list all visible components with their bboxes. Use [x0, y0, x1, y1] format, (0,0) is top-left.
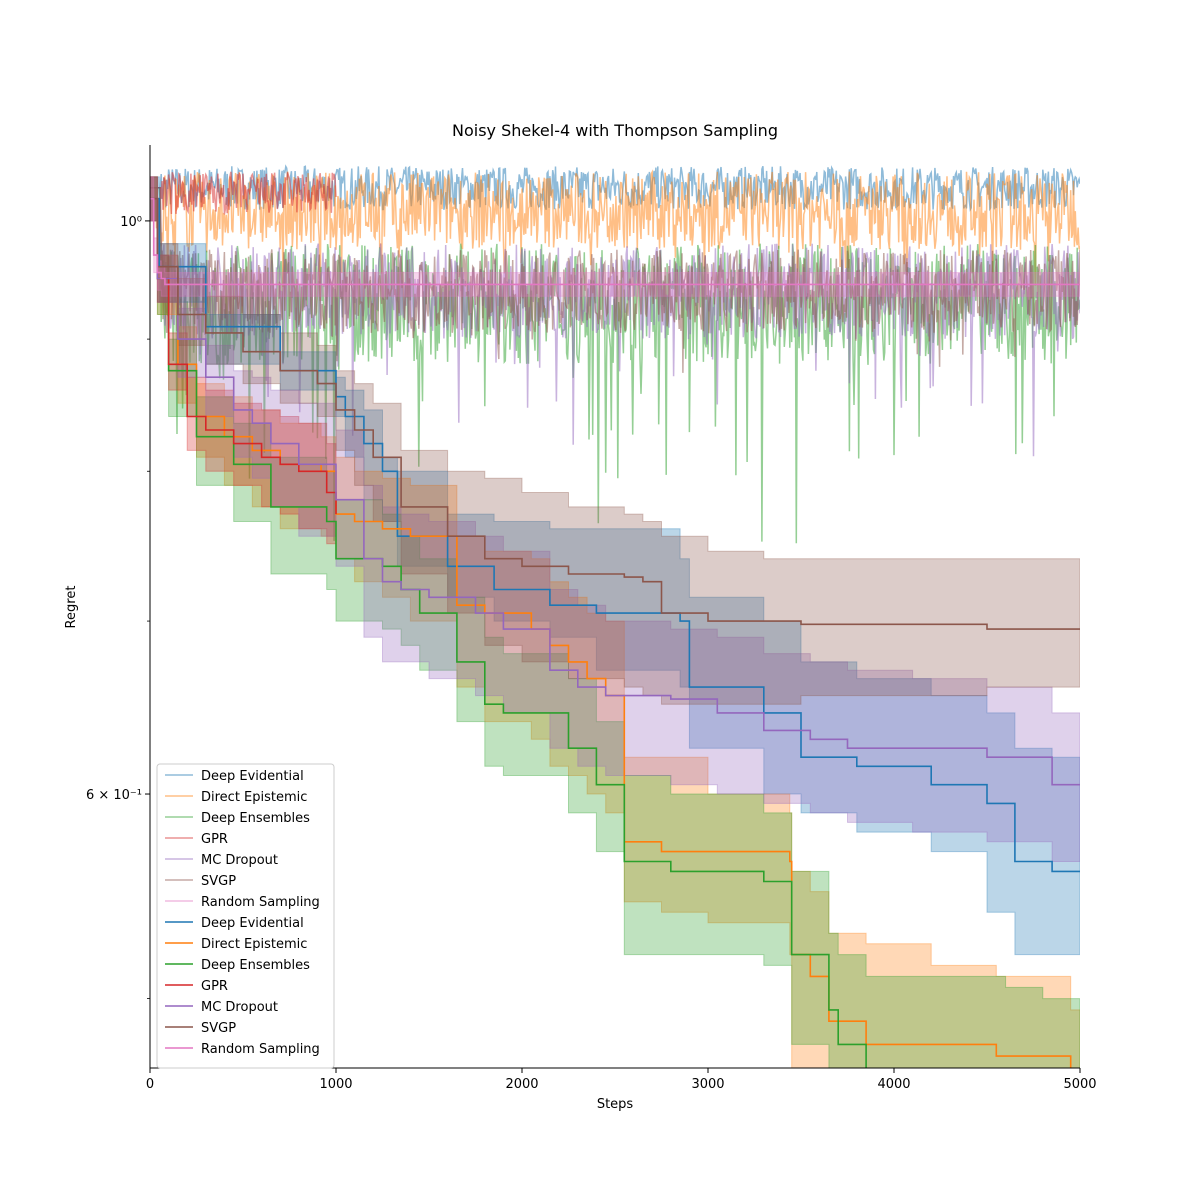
band-deep-ensembles — [150, 176, 1080, 1068]
band-direct-epistemic — [150, 176, 1080, 1068]
legend-label: Direct Epistemic — [201, 790, 307, 805]
legend-label: Random Sampling — [201, 1042, 320, 1057]
mean-line-deep-ensembles — [150, 197, 867, 1068]
legend-label: Deep Ensembles — [201, 958, 310, 973]
legend-label: MC Dropout — [201, 853, 278, 868]
mean-line-mc-dropout — [150, 197, 1080, 786]
noisy-traces-layer — [150, 164, 1080, 544]
band-svgp — [150, 176, 1080, 705]
noisy-trace-svgp — [150, 186, 1080, 373]
legend-label: SVGP — [201, 1021, 236, 1036]
y-tick-label: 10⁰ — [120, 215, 142, 230]
y-axis-label: Regret — [64, 586, 79, 629]
mean-line-gpr — [150, 197, 337, 515]
mean-line-deep-evidential — [150, 197, 1080, 873]
noisy-trace-gpr — [150, 171, 337, 215]
x-tick-label: 4000 — [877, 1077, 910, 1092]
axes-layer: 0 1000 2000 3000 4000 5000 6 × 10⁻¹ 10⁰ — [86, 145, 1097, 1092]
legend-label: Random Sampling — [201, 895, 320, 910]
x-axis-label: Steps — [597, 1097, 634, 1112]
legend-label: Direct Epistemic — [201, 937, 307, 952]
legend-label: Deep Ensembles — [201, 811, 310, 826]
legend-label: SVGP — [201, 874, 236, 889]
legend-label: GPR — [201, 979, 228, 994]
x-tick-label: 1000 — [319, 1077, 352, 1092]
legend-label: Deep Evidential — [201, 769, 304, 784]
legend: Deep Evidential Direct Epistemic Deep Ense… — [156, 763, 335, 1069]
x-tick-label: 3000 — [691, 1077, 724, 1092]
chart-title: Noisy Shekel-4 with Thompson Sampling — [452, 121, 778, 140]
mean-line-random-sampling — [150, 197, 1080, 286]
legend-box — [156, 763, 335, 1069]
noisy-trace-direct-epistemic — [150, 169, 1080, 301]
y-tick-label: 6 × 10⁻¹ — [86, 788, 142, 803]
mean-lines-layer — [150, 197, 1080, 1068]
legend-label: GPR — [201, 832, 228, 847]
mean-line-svgp — [150, 197, 1080, 630]
x-tick-label: 2000 — [505, 1077, 538, 1092]
legend-label: Deep Evidential — [201, 916, 304, 931]
x-tick-label: 5000 — [1063, 1077, 1096, 1092]
x-tick-label: 0 — [146, 1077, 154, 1092]
legend-label: MC Dropout — [201, 1000, 278, 1015]
